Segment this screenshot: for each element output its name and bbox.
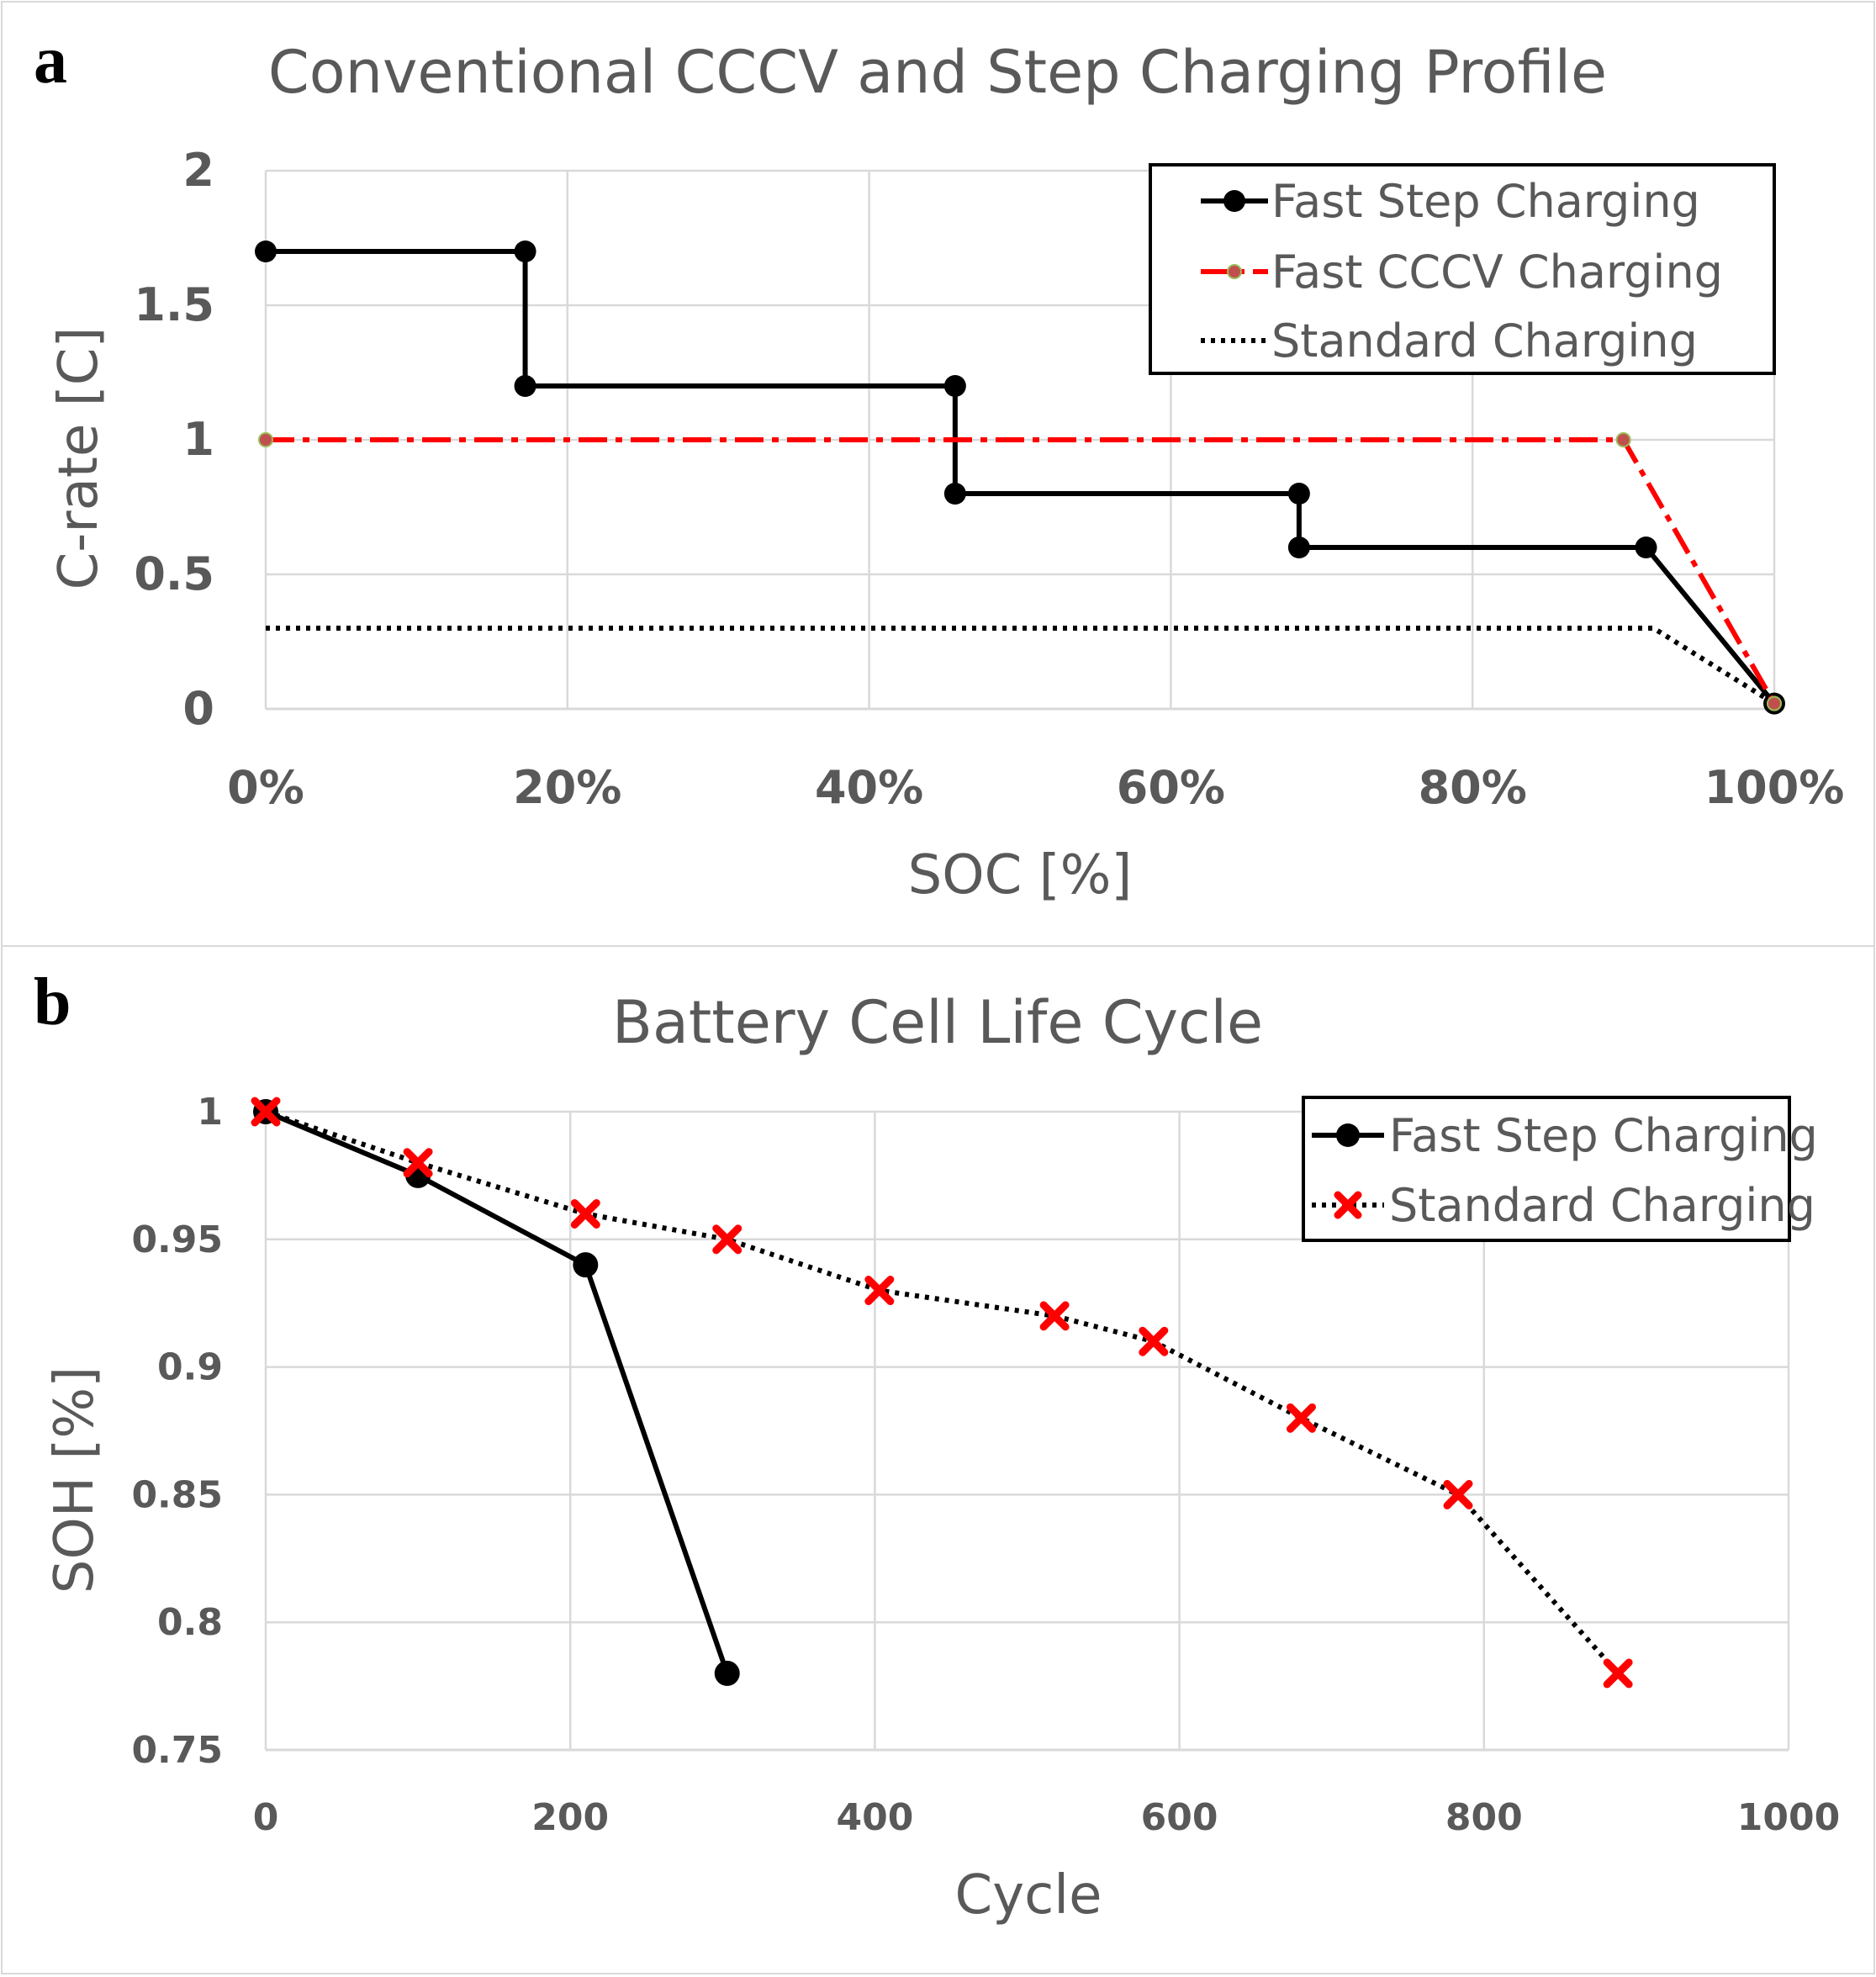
data-point <box>943 375 966 397</box>
legend-item-fast-step: Fast Step Charging <box>1312 1109 1818 1162</box>
panel-a-title: Conventional CCCV and Step Charging Prof… <box>268 38 1607 107</box>
data-point <box>1443 1479 1473 1509</box>
y-tick-label: 0 <box>182 682 214 735</box>
panel-a-x-axis-title: SOC [%] <box>908 844 1133 907</box>
legend-item-fast-step: Fast Step Charging <box>1201 175 1700 228</box>
legend-label: Fast CCCV Charging <box>1271 246 1723 299</box>
data-point <box>712 1224 742 1255</box>
legend-label: Standard Charging <box>1271 315 1698 367</box>
panel-a-letter: a <box>34 24 67 98</box>
panel-b-series <box>251 1097 1633 1689</box>
panel-a: a Conventional CCCV and Step Charging Pr… <box>1 1 1875 947</box>
x-tick-label: 600 <box>1141 1796 1218 1839</box>
x-tick-label: 800 <box>1445 1796 1523 1839</box>
panel-b-y-axis-title: SOH [%] <box>44 1366 106 1594</box>
x-tick-label: 1000 <box>1737 1796 1840 1839</box>
panel-a-legend: Fast Step Charging Fast CCCV Charging St… <box>1149 163 1776 375</box>
series-line-standard-charging <box>266 626 1776 706</box>
data-point <box>1603 1658 1633 1689</box>
y-tick-label: 0.9 <box>157 1346 223 1389</box>
data-point <box>943 483 966 505</box>
legend-marker <box>1223 190 1245 212</box>
panel-b-title: Battery Cell Life Cycle <box>612 988 1263 1057</box>
data-point <box>1287 483 1310 505</box>
y-tick-label: 0.95 <box>131 1218 223 1261</box>
x-tick-label: 200 <box>531 1796 609 1839</box>
legend-item-standard: Standard Charging <box>1201 315 1698 367</box>
data-point <box>1615 432 1631 447</box>
legend-marker <box>1334 1191 1362 1219</box>
y-tick-label: 0.5 <box>134 547 214 600</box>
y-tick-label: 1 <box>197 1091 223 1134</box>
data-point <box>514 375 536 397</box>
data-point <box>403 1148 433 1178</box>
series-line-fast-cccv-charging <box>266 437 1777 706</box>
panel-b: b Battery Cell Life Cycle 0 200 400 600 800 1… <box>1 945 1875 1974</box>
legend-label: Standard Charging <box>1389 1179 1815 1232</box>
data-point <box>864 1276 895 1306</box>
series-line-standard-charging <box>265 1109 1620 1675</box>
y-tick-label: 2 <box>182 144 214 197</box>
legend-marker <box>1336 1123 1360 1147</box>
y-tick-label: 1.5 <box>134 278 214 331</box>
x-tick-label: 100% <box>1704 761 1845 814</box>
y-tick-label: 0.85 <box>131 1473 223 1516</box>
panel-b-x-axis-title: Cycle <box>955 1864 1102 1927</box>
x-tick-label: 60% <box>1117 761 1225 814</box>
x-tick-label: 40% <box>815 761 923 814</box>
data-point <box>573 1252 599 1278</box>
data-point <box>1139 1326 1169 1356</box>
data-point <box>1635 537 1657 558</box>
x-tick-label: 80% <box>1419 761 1527 814</box>
x-tick-label: 0 <box>253 1796 279 1839</box>
series-fast-cccv-charging <box>258 432 1782 711</box>
data-point <box>258 432 273 447</box>
legend-item-fast-cccv: Fast CCCV Charging <box>1201 246 1723 299</box>
y-tick-label: 1 <box>182 413 214 466</box>
panel-a-tick-labels: 0% 20% 40% 60% 80% 100% 0 0.5 1 1.5 2 <box>134 144 1844 814</box>
data-point <box>1286 1403 1316 1433</box>
series-line-fast-step-charging <box>264 1109 730 1674</box>
panel-a-y-axis-title: C-rate [C] <box>48 327 110 590</box>
legend-label: Fast Step Charging <box>1271 175 1700 228</box>
series-standard-charging <box>266 626 1776 706</box>
data-point <box>1287 537 1310 558</box>
series-standard-charging <box>251 1097 1633 1689</box>
legend-item-standard: Standard Charging <box>1312 1179 1815 1232</box>
x-tick-label: 400 <box>836 1796 913 1839</box>
legend-label: Fast Step Charging <box>1389 1109 1818 1162</box>
panel-b-legend: Fast Step Charging Standard Charging <box>1302 1096 1818 1242</box>
y-tick-label: 0.75 <box>131 1729 223 1772</box>
x-tick-label: 20% <box>513 761 621 814</box>
panel-b-letter: b <box>34 965 71 1039</box>
panel-b-border <box>1 945 1875 1974</box>
data-point <box>714 1660 740 1686</box>
panel-a-series <box>255 241 1785 715</box>
panel-b-tick-labels: 0 200 400 600 800 1000 0.75 0.8 0.85 0.9 0.95 1 <box>131 1091 1840 1839</box>
y-tick-label: 0.8 <box>157 1601 223 1644</box>
data-point <box>1039 1301 1070 1331</box>
panel-b-legend-box <box>1302 1096 1791 1242</box>
data-point <box>251 1097 281 1127</box>
data-point <box>570 1198 600 1229</box>
data-point <box>255 241 277 262</box>
data-point-end <box>1767 695 1782 711</box>
legend-marker <box>1227 264 1242 279</box>
x-tick-label: 0% <box>227 761 304 814</box>
data-point <box>514 241 536 262</box>
